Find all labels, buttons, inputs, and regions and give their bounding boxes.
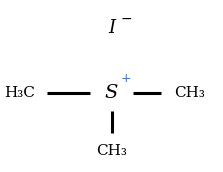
Text: +: + (121, 72, 131, 85)
Text: H₃C: H₃C (5, 86, 35, 100)
Text: S: S (105, 84, 118, 102)
Text: CH₃: CH₃ (96, 144, 127, 158)
Text: CH₃: CH₃ (174, 86, 205, 100)
Text: I: I (108, 19, 115, 36)
Text: −: − (120, 12, 132, 26)
